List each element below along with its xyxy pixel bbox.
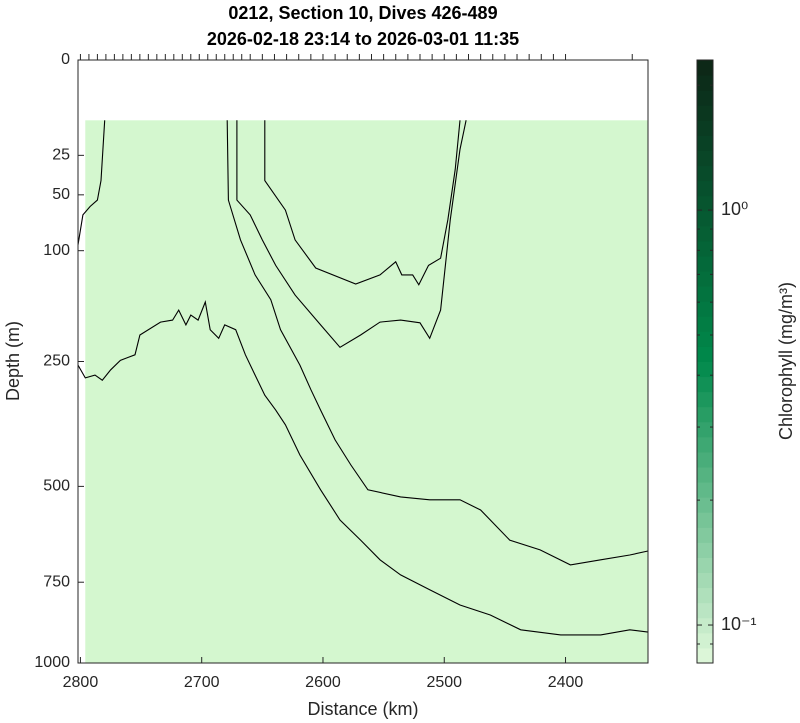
colorbar-band <box>697 301 713 317</box>
colorbar-band <box>697 286 713 302</box>
colorbar-band <box>697 105 713 121</box>
colorbar-band <box>697 346 713 362</box>
colorbar-band <box>697 632 713 649</box>
colorbar-band <box>697 165 713 182</box>
colorbar-band <box>697 180 713 197</box>
colorbar-band <box>697 436 713 453</box>
colorbar-band <box>697 467 713 483</box>
colorbar-band <box>697 60 713 76</box>
colorbar-band <box>697 587 713 604</box>
colorbar-band <box>697 135 713 151</box>
colorbar-band <box>697 527 713 543</box>
colorbar-band <box>697 376 713 393</box>
x-tick-label: 2400 <box>548 674 584 691</box>
y-axis-label: Depth (m) <box>3 321 23 401</box>
colorbar-band <box>697 451 713 468</box>
colorbar-band <box>697 482 713 498</box>
colorbar-band <box>697 240 713 257</box>
y-tick-label: 250 <box>43 353 70 370</box>
colorbar-band <box>697 361 713 378</box>
y-tick-label: 0 <box>61 51 70 68</box>
chart-title: 0212, Section 10, Dives 426-489 <box>228 3 497 23</box>
x-tick-label: 2500 <box>426 674 462 691</box>
x-axis-label: Distance (km) <box>307 699 418 719</box>
colorbar-band <box>697 497 713 513</box>
x-tick-label: 2700 <box>184 674 220 691</box>
colorbar-band <box>697 210 713 227</box>
x-tick-label: 2600 <box>305 674 341 691</box>
colorbar-band <box>697 255 713 272</box>
colorbar-frame <box>696 59 714 664</box>
colorbar-band <box>697 512 713 528</box>
colorbar-band <box>697 647 713 664</box>
colorbar-band <box>697 391 713 408</box>
colorbar-tick-label: 10⁰ <box>721 199 748 219</box>
colorbar-band <box>697 271 713 287</box>
colorbar-band <box>697 150 713 167</box>
colorbar-band <box>697 572 713 589</box>
chart-subtitle: 2026-02-18 23:14 to 2026-03-01 11:35 <box>207 29 519 49</box>
contour-line <box>77 299 649 636</box>
colorbar-label: Chlorophyll (mg/m³) <box>776 282 796 440</box>
data-field <box>85 120 648 664</box>
colorbar-band <box>697 557 713 574</box>
x-tick-label: 2800 <box>63 674 99 691</box>
colorbar-band <box>697 90 713 106</box>
y-tick-label: 100 <box>43 242 70 259</box>
colorbar-band <box>697 225 713 242</box>
colorbar-band <box>697 316 713 332</box>
y-tick-label: 500 <box>43 478 70 495</box>
y-tick-label: 1000 <box>34 654 70 671</box>
colorbar-band <box>697 542 713 558</box>
colorbar-band <box>697 331 713 347</box>
colorbar-band <box>697 195 713 212</box>
contour-line <box>77 120 106 245</box>
y-tick-label: 25 <box>52 147 70 164</box>
colorbar-band <box>697 617 713 634</box>
colorbar-band <box>697 75 713 91</box>
contour-line <box>226 120 649 566</box>
colorbar-band <box>697 406 713 423</box>
y-tick-label: 750 <box>43 573 70 590</box>
contour-line <box>264 120 461 286</box>
y-tick-label: 50 <box>52 186 70 203</box>
colorbar-band <box>697 602 713 619</box>
colorbar-band <box>697 421 713 438</box>
contour-line <box>236 120 467 349</box>
colorbar-tick-label: 10⁻¹ <box>721 614 757 634</box>
colorbar-band <box>697 120 713 136</box>
